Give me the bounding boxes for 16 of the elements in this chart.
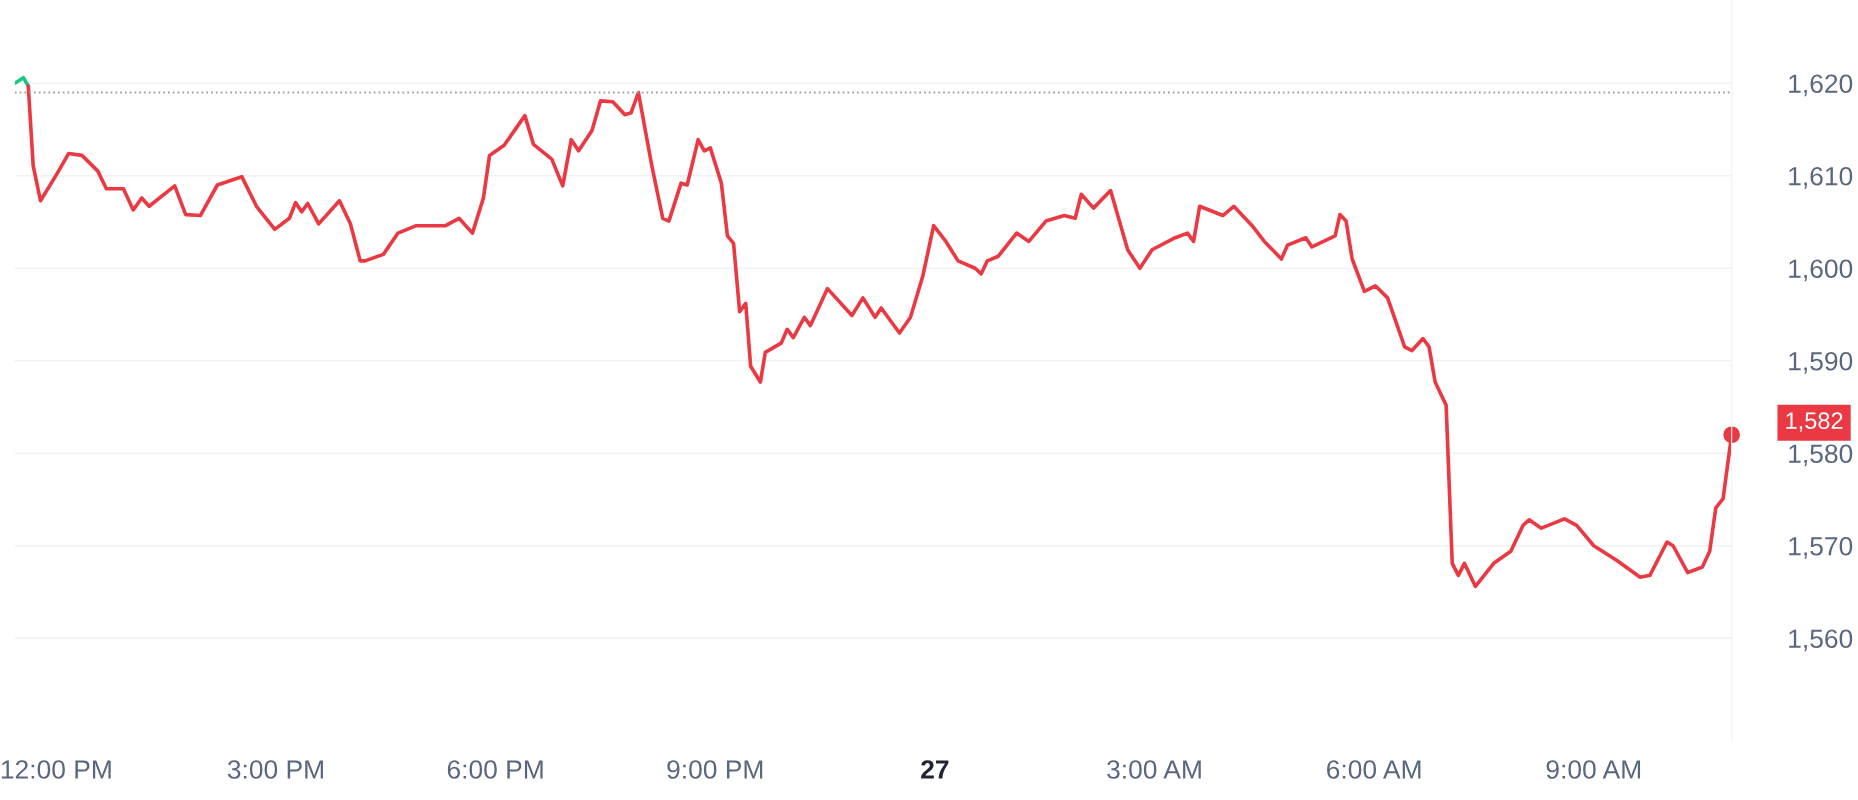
x-tick-label: 9:00 AM — [1546, 760, 1641, 779]
x-tick-label: 9:00 PM — [667, 760, 763, 779]
y-tick-label: 1,570 — [1789, 536, 1853, 559]
x-tick-label: 12:00 PM — [1, 760, 111, 779]
x-tick-label: 3:00 PM — [227, 760, 323, 779]
y-tick-label: 1,620 — [1789, 74, 1853, 97]
x-tick-label: 6:00 PM — [447, 760, 543, 779]
x-tick-label: 27 — [921, 760, 949, 779]
x-tick-label: 6:00 AM — [1327, 760, 1421, 779]
y-tick-label: 1,580 — [1789, 444, 1853, 467]
y-tick-label: 1,590 — [1789, 351, 1853, 374]
x-tick-label: 3:00 AM — [1107, 760, 1201, 779]
y-tick-label: 1,600 — [1789, 259, 1853, 282]
y-tick-label: 1,560 — [1789, 629, 1853, 652]
y-tick-label: 1,610 — [1789, 166, 1853, 189]
annotation: 1,582 — [1786, 412, 1843, 432]
